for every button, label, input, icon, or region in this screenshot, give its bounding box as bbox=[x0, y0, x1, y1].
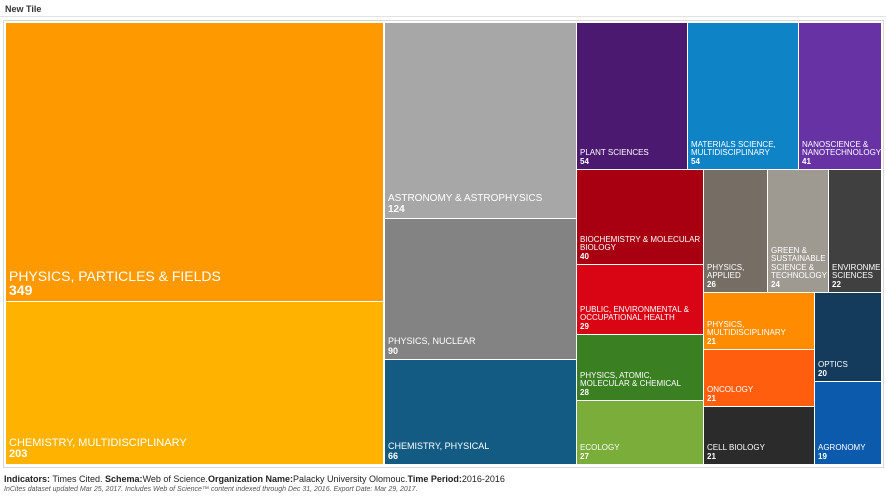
treemap-cell[interactable]: ASTRONOMY & ASTROPHYSICS 124 bbox=[385, 23, 576, 218]
treemap-cell-label: PHYSICS, ATOMIC, MOLECULAR & CHEMICAL 28 bbox=[580, 370, 701, 397]
treemap-value-label: 26 bbox=[707, 279, 716, 289]
treemap-value-label: 54 bbox=[580, 156, 589, 166]
treemap-cell-label: NANOSCIENCE & NANOTECHNOLOGY 41 bbox=[802, 139, 881, 166]
treemap-cell-label: CHEMISTRY, PHYSICAL 66 bbox=[388, 441, 574, 461]
treemap-cell-label: AGRONOMY 19 bbox=[818, 443, 879, 461]
treemap-category-label: ASTRONOMY & ASTROPHYSICS bbox=[388, 193, 543, 204]
indicators-key: Indicators: bbox=[4, 474, 51, 484]
treemap-value-label: 41 bbox=[802, 156, 811, 166]
treemap-value-label: 349 bbox=[9, 282, 33, 299]
treemap-category-label: BIOCHEMISTRY & MOLECULAR BIOLOGY bbox=[580, 234, 701, 253]
treemap-cell[interactable]: BIOCHEMISTRY & MOLECULAR BIOLOGY 40 bbox=[577, 170, 703, 264]
treemap-cell[interactable]: PHYSICS, MULTIDISCIPLINARY 21 bbox=[704, 293, 814, 349]
treemap-category-label: PLANT SCIENCES bbox=[580, 148, 649, 158]
treemap-category-label: PHYSICS, MULTIDISCIPLINARY bbox=[707, 319, 786, 338]
treemap-value-label: 22 bbox=[832, 279, 841, 289]
treemap-cell[interactable]: ECOLOGY 27 bbox=[577, 401, 703, 464]
treemap-value-label: 66 bbox=[388, 450, 399, 461]
treemap-cell-label: ECOLOGY 27 bbox=[580, 443, 701, 461]
treemap-cell[interactable]: CHEMISTRY, MULTIDISCIPLINARY 203 bbox=[6, 302, 383, 464]
schema-value: Web of Science. bbox=[142, 474, 208, 484]
treemap-value-label: 24 bbox=[771, 279, 780, 289]
schema-key: Schema: bbox=[105, 474, 143, 484]
treemap-cell-label: PUBLIC, ENVIRONMENTAL & OCCUPATIONAL HEA… bbox=[580, 304, 701, 331]
treemap-category-label: PHYSICS, PARTICLES & FIELDS bbox=[9, 267, 221, 284]
treemap-category-label: PHYSICS, ATOMIC, MOLECULAR & CHEMICAL bbox=[580, 370, 681, 389]
dataset-note: InCites dataset updated Mar 25, 2017. In… bbox=[4, 486, 418, 493]
treemap-cell-label: ASTRONOMY & ASTROPHYSICS 124 bbox=[388, 193, 574, 215]
tile-title: New Tile bbox=[5, 4, 42, 14]
treemap-category-label: PHYSICS, APPLIED bbox=[707, 262, 745, 281]
treemap-cell-label: PHYSICS, MULTIDISCIPLINARY 21 bbox=[707, 319, 812, 346]
treemap-cell[interactable]: CHEMISTRY, PHYSICAL 66 bbox=[385, 360, 576, 464]
treemap-category-label: PUBLIC, ENVIRONMENTAL & OCCUPATIONAL HEA… bbox=[580, 304, 689, 323]
treemap-cell[interactable]: PHYSICS, PARTICLES & FIELDS 349 bbox=[6, 23, 383, 301]
treemap-category-label: PHYSICS, NUCLEAR bbox=[388, 336, 476, 347]
treemap-value-label: 19 bbox=[818, 451, 827, 461]
treemap-category-label: CHEMISTRY, MULTIDISCIPLINARY bbox=[9, 436, 187, 449]
treemap-cell[interactable]: ONCOLOGY 21 bbox=[704, 350, 814, 406]
treemap-cell[interactable]: PLANT SCIENCES 54 bbox=[577, 23, 687, 169]
treemap-value-label: 203 bbox=[9, 448, 28, 461]
treemap-category-label: CELL BIOLOGY bbox=[707, 443, 765, 453]
treemap-value-label: 20 bbox=[818, 368, 827, 378]
treemap-category-label: NANOSCIENCE & NANOTECHNOLOGY bbox=[802, 139, 881, 158]
indicators-footer: Indicators: Times Cited. Schema:Web of S… bbox=[4, 474, 505, 484]
treemap-value-label: 28 bbox=[580, 387, 589, 397]
treemap-value-label: 40 bbox=[580, 251, 589, 261]
treemap-value-label: 27 bbox=[580, 451, 589, 461]
time-period-value: 2016-2016 bbox=[461, 474, 505, 484]
treemap-cell-label: MATERIALS SCIENCE, MULTIDISCIPLINARY 54 bbox=[691, 139, 796, 166]
treemap-category-label: MATERIALS SCIENCE, MULTIDISCIPLINARY bbox=[691, 139, 776, 158]
treemap-cell[interactable]: PHYSICS, NUCLEAR 90 bbox=[385, 219, 576, 359]
treemap-cell[interactable]: PHYSICS, APPLIED 26 bbox=[704, 170, 767, 292]
treemap-cell[interactable]: NANOSCIENCE & NANOTECHNOLOGY 41 bbox=[799, 23, 881, 169]
treemap-cell[interactable]: MATERIALS SCIENCE, MULTIDISCIPLINARY 54 bbox=[688, 23, 798, 169]
treemap-cell-label: BIOCHEMISTRY & MOLECULAR BIOLOGY 40 bbox=[580, 234, 701, 261]
organization-value: Palacky University Olomouc. bbox=[292, 474, 408, 484]
treemap-cell-label: GREEN & SUSTAINABLE SCIENCE & TECHNOLOGY… bbox=[771, 246, 828, 289]
treemap-cell-label: PHYSICS, APPLIED 26 bbox=[707, 262, 765, 289]
treemap-cell-label: PHYSICS, PARTICLES & FIELDS 349 bbox=[9, 267, 381, 299]
treemap-category-label: ONCOLOGY bbox=[707, 385, 754, 395]
treemap-value-label: 29 bbox=[580, 321, 589, 331]
treemap-cell-label: PLANT SCIENCES 54 bbox=[580, 148, 685, 166]
treemap-cell[interactable]: OPTICS 20 bbox=[815, 293, 881, 381]
treemap-category-label: GREEN & SUSTAINABLE SCIENCE & TECHNOLOGY bbox=[771, 246, 828, 281]
header-divider bbox=[0, 16, 886, 17]
treemap-cell-label: CHEMISTRY, MULTIDISCIPLINARY 203 bbox=[9, 436, 381, 461]
organization-key: Organization Name: bbox=[207, 474, 293, 484]
treemap-cell[interactable]: CELL BIOLOGY 21 bbox=[704, 407, 814, 464]
treemap-value-label: 21 bbox=[707, 336, 716, 346]
treemap-cell-label: PHYSICS, NUCLEAR 90 bbox=[388, 336, 574, 356]
treemap-cell[interactable]: AGRONOMY 19 bbox=[815, 382, 881, 464]
treemap-value-label: 21 bbox=[707, 451, 716, 461]
treemap-category-label: AGRONOMY bbox=[818, 443, 866, 453]
time-period-key: Time Period: bbox=[407, 474, 462, 484]
indicators-value: Times Cited. bbox=[50, 474, 106, 484]
treemap-category-label: ENVIRONMENTAL SCIENCES bbox=[832, 262, 881, 281]
treemap-value-label: 124 bbox=[388, 203, 405, 215]
treemap-cell[interactable]: GREEN & SUSTAINABLE SCIENCE & TECHNOLOGY… bbox=[768, 170, 828, 292]
treemap-cell[interactable]: PUBLIC, ENVIRONMENTAL & OCCUPATIONAL HEA… bbox=[577, 265, 703, 334]
treemap-cell-label: ONCOLOGY 21 bbox=[707, 385, 812, 403]
treemap-category-label: ECOLOGY bbox=[580, 443, 620, 453]
treemap-category-label: OPTICS bbox=[818, 360, 848, 370]
treemap-value-label: 90 bbox=[388, 345, 399, 356]
treemap-cell-label: CELL BIOLOGY 21 bbox=[707, 443, 812, 461]
treemap-cell[interactable]: PHYSICS, ATOMIC, MOLECULAR & CHEMICAL 28 bbox=[577, 335, 703, 400]
treemap-cell-label: OPTICS 20 bbox=[818, 360, 879, 378]
treemap-category-label: CHEMISTRY, PHYSICAL bbox=[388, 441, 490, 452]
treemap-value-label: 54 bbox=[691, 156, 700, 166]
treemap-value-label: 21 bbox=[707, 393, 716, 403]
